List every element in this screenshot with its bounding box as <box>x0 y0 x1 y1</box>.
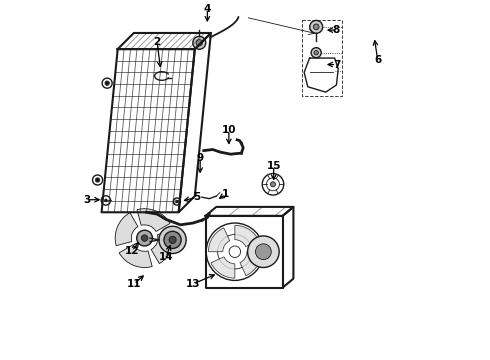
Circle shape <box>175 200 178 203</box>
Circle shape <box>193 36 206 49</box>
Text: 4: 4 <box>204 4 211 14</box>
Wedge shape <box>115 213 138 246</box>
Text: 11: 11 <box>126 279 141 289</box>
Circle shape <box>169 236 176 243</box>
Circle shape <box>270 182 275 187</box>
Circle shape <box>137 230 152 246</box>
Circle shape <box>247 236 279 267</box>
Circle shape <box>101 196 111 205</box>
Text: 2: 2 <box>153 37 161 47</box>
Wedge shape <box>137 209 170 231</box>
Text: 8: 8 <box>333 25 340 35</box>
Wedge shape <box>208 228 230 252</box>
Wedge shape <box>211 257 235 278</box>
Wedge shape <box>151 230 174 264</box>
Text: 13: 13 <box>186 279 200 289</box>
Circle shape <box>310 21 322 33</box>
Text: 12: 12 <box>125 246 139 256</box>
Text: 14: 14 <box>159 252 173 262</box>
Wedge shape <box>119 245 152 267</box>
Circle shape <box>164 231 181 248</box>
Text: 7: 7 <box>333 59 340 69</box>
Text: 10: 10 <box>221 125 236 135</box>
Circle shape <box>159 226 186 253</box>
Text: 9: 9 <box>196 153 204 163</box>
Circle shape <box>96 178 100 182</box>
Circle shape <box>196 40 202 46</box>
Circle shape <box>104 199 108 202</box>
Text: 5: 5 <box>193 192 200 202</box>
Circle shape <box>311 48 321 58</box>
Wedge shape <box>240 252 261 276</box>
Text: 6: 6 <box>374 55 381 65</box>
Circle shape <box>141 235 148 241</box>
Circle shape <box>105 81 109 85</box>
Circle shape <box>173 198 180 205</box>
Wedge shape <box>235 225 259 247</box>
Text: 1: 1 <box>221 189 229 199</box>
Text: 15: 15 <box>267 161 281 171</box>
Text: 3: 3 <box>84 195 91 205</box>
Circle shape <box>255 244 271 260</box>
Circle shape <box>314 50 319 55</box>
Circle shape <box>313 24 319 30</box>
